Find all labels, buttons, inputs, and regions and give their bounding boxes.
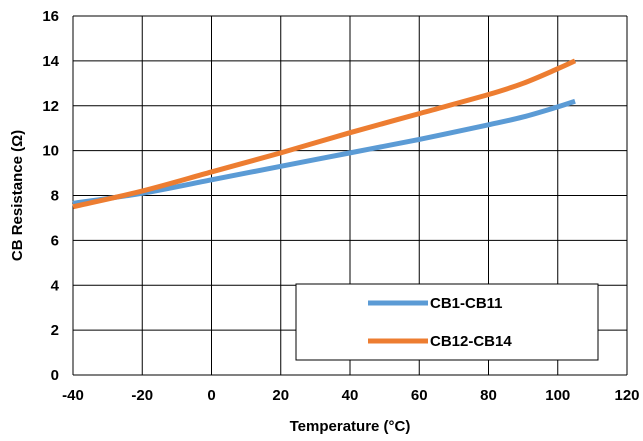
tick-labels: -40 -20 0 20 40 60 80 100 120 0 2 4 6 8 10 12 14 16 bbox=[42, 8, 639, 404]
grid bbox=[72, 15, 628, 376]
series-line-2 bbox=[72, 58, 577, 210]
y-tick-label: 6 bbox=[51, 232, 59, 249]
y-tick-label: 12 bbox=[42, 98, 59, 115]
plot-series bbox=[72, 58, 577, 210]
x-tick-label: -40 bbox=[62, 387, 84, 404]
x-tick-label: 80 bbox=[480, 387, 497, 404]
x-tick-label: 40 bbox=[342, 387, 359, 404]
legend-entry: CB12-CB14 bbox=[430, 333, 512, 350]
x-tick-label: 0 bbox=[207, 387, 215, 404]
x-tick-label: 120 bbox=[614, 387, 639, 404]
legend-entry: CB1-CB11 bbox=[430, 295, 503, 312]
legend-box bbox=[295, 283, 599, 361]
y-tick-label: 0 bbox=[51, 367, 59, 384]
y-tick-label: 4 bbox=[51, 277, 60, 294]
y-tick-label: 8 bbox=[51, 188, 59, 205]
y-tick-label: 2 bbox=[51, 322, 59, 339]
y-tick-label: 16 bbox=[42, 8, 59, 25]
x-axis-label: Temperature (°C) bbox=[290, 418, 411, 435]
y-tick-label: 10 bbox=[42, 143, 59, 160]
legend: CB1-CB11 CB12-CB14 bbox=[295, 283, 599, 361]
x-tick-label: 60 bbox=[411, 387, 428, 404]
x-tick-label: 100 bbox=[545, 387, 570, 404]
y-axis-label: CB Resistance (Ω) bbox=[9, 130, 26, 261]
series-line-1 bbox=[72, 98, 576, 206]
x-tick-label: 20 bbox=[272, 387, 289, 404]
x-tick-label: -20 bbox=[131, 387, 153, 404]
y-tick-label: 14 bbox=[42, 53, 59, 70]
